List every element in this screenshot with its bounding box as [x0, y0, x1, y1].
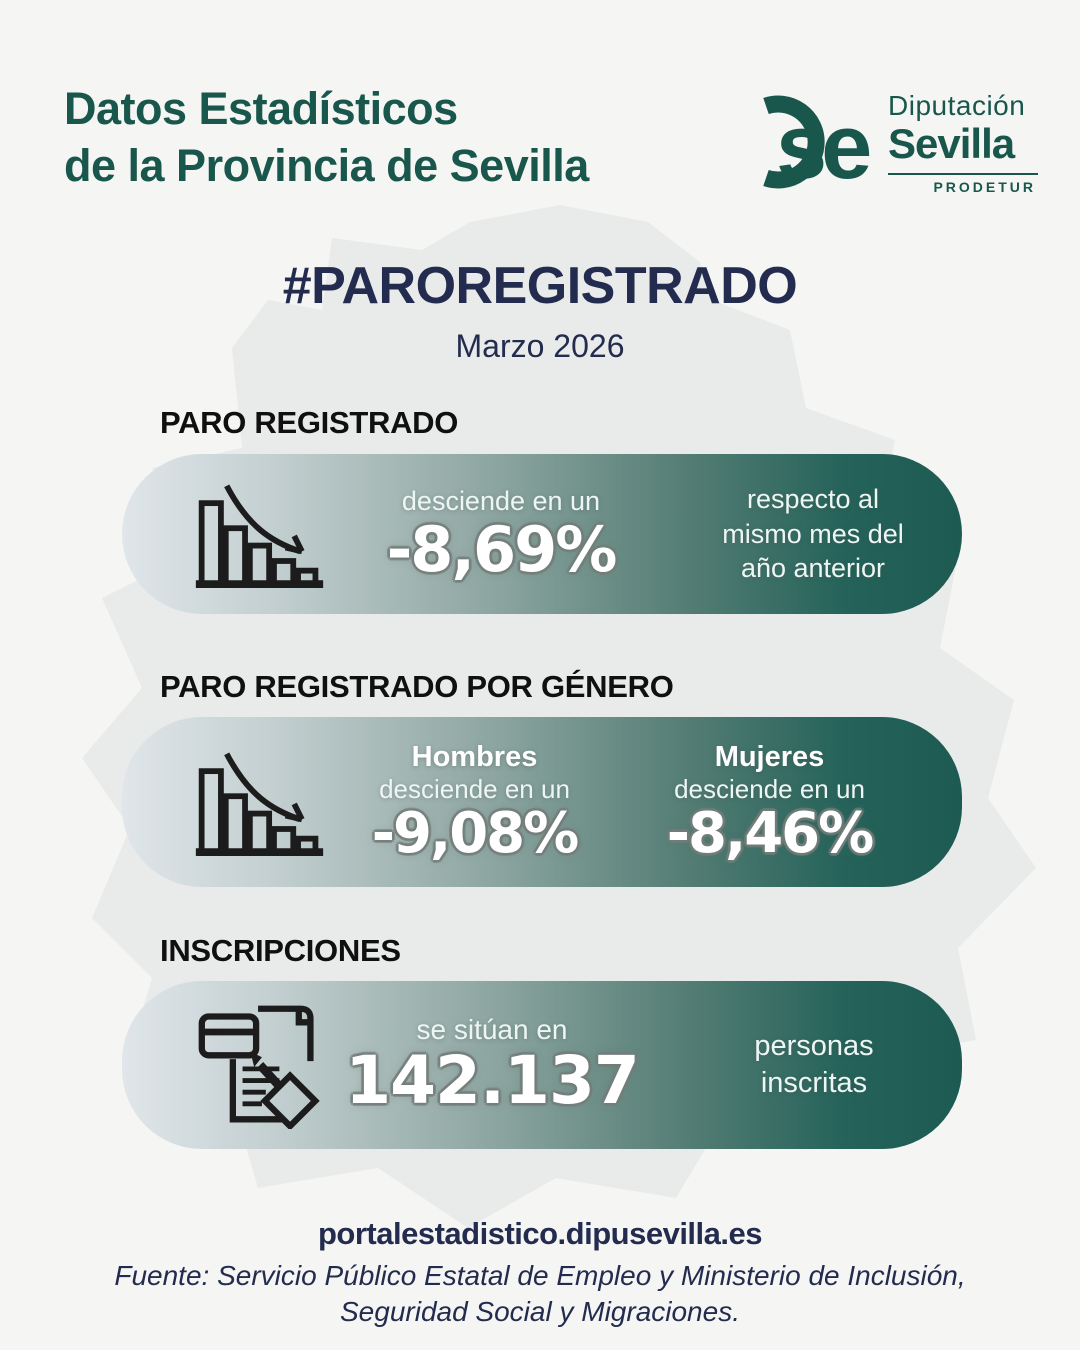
group-label: Hombres [411, 740, 538, 773]
gender-groups: Hombres desciende en un -9,08% Mujeres d… [327, 741, 917, 864]
stat-lead-text: desciende en un [401, 485, 601, 516]
logo-subtitle: PRODETUR [933, 178, 1036, 195]
stat-main: desciende en un -8,69% [341, 486, 661, 582]
gender-group-hombres: Hombres desciende en un -9,08% [327, 741, 622, 864]
portal-url[interactable]: portalestadistico.dipusevilla.es [318, 1216, 763, 1251]
stat-card-paro-registrado: desciende en un -8,69% respecto al mismo… [122, 454, 962, 614]
section-heading-paro-registrado: PARO REGISTRADO [160, 405, 459, 440]
logo-mark-letters: se [776, 96, 870, 198]
declining-bar-chart-icon [192, 476, 327, 592]
stat-note: respecto al mismo mes del año anterior [722, 484, 904, 584]
page-title: Datos Estadísticos de la Provincia de Se… [64, 83, 589, 192]
section-heading-inscripciones: INSCRIPCIONES [160, 933, 401, 968]
group-value: -8,46% [666, 800, 875, 866]
dse-logo-icon: se [763, 95, 876, 198]
month-subtitle: Marzo 2026 [455, 328, 625, 364]
stat-note: personas inscritas [754, 1029, 874, 1099]
registration-form-icon [196, 1001, 324, 1129]
stat-value: -8,69% [386, 512, 618, 586]
group-value: -9,08% [371, 800, 580, 866]
stat-lead-text: se sitúan en [416, 1014, 568, 1046]
hashtag-title: #PAROREGISTRADO [282, 257, 798, 315]
stat-card-paro-por-genero: Hombres desciende en un -9,08% Mujeres d… [122, 717, 962, 887]
gender-group-mujeres: Mujeres desciende en un -8,46% [622, 741, 917, 864]
declining-bar-chart-icon [192, 744, 327, 860]
diputacion-sevilla-logo: se Diputación Sevilla PRODETUR [740, 82, 1038, 202]
logo-name-bottom: Sevilla [888, 119, 1015, 167]
group-lead-text: desciende en un [379, 773, 570, 804]
group-lead-text: desciende en un [674, 773, 865, 804]
section-heading-paro-por-genero: PARO REGISTRADO POR GÉNERO [160, 669, 674, 704]
logo-divider [888, 172, 1038, 175]
stat-card-inscripciones: se sitúan en 142.137 personas inscritas [122, 981, 962, 1149]
stat-value: 142.137 [345, 1042, 640, 1120]
source-attribution: Fuente: Servicio Público Estatal de Empl… [114, 1260, 966, 1328]
group-label: Mujeres [714, 740, 825, 773]
logo-text: Diputación Sevilla PRODETUR [888, 90, 1038, 195]
logo-name-top: Diputación [888, 89, 1026, 121]
stat-main: se sitúan en 142.137 [342, 1014, 642, 1115]
